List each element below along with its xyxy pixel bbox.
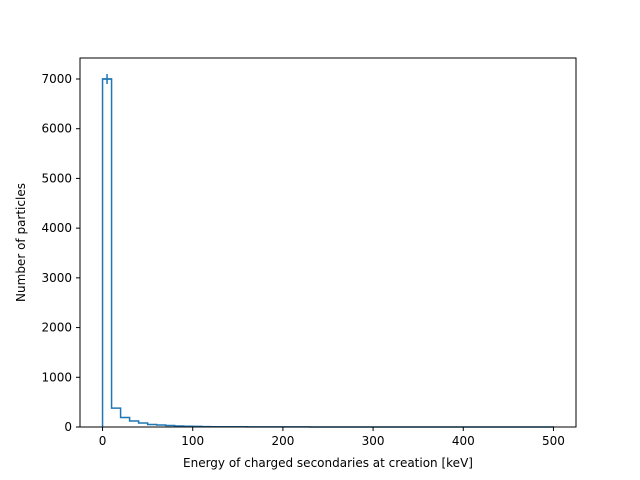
y-tick-label: 1000 [41, 370, 72, 384]
x-tick-label: 500 [542, 434, 565, 448]
axes: 0 100 200 300 400 500010002000300040005000600… [41, 57, 577, 448]
x-tick-label: 100 [181, 434, 204, 448]
x-axis-label: Energy of charged secondaries at creatio… [183, 456, 473, 470]
x-tick-label: 200 [271, 434, 294, 448]
y-tick-label: 6000 [41, 122, 72, 136]
x-tick-label: 0 [99, 434, 107, 448]
y-tick-label: 3000 [41, 271, 72, 285]
y-tick-label: 2000 [41, 321, 72, 335]
y-tick-label: 7000 [41, 72, 72, 86]
y-tick-label: 4000 [41, 221, 72, 235]
y-tick-label: 5000 [41, 171, 72, 185]
x-tick-label: 300 [362, 434, 385, 448]
x-tick-label: 400 [452, 434, 475, 448]
y-tick-label: 0 [64, 420, 72, 434]
plot-frame [79, 57, 577, 428]
y-axis-label: Number of particles [14, 183, 28, 302]
